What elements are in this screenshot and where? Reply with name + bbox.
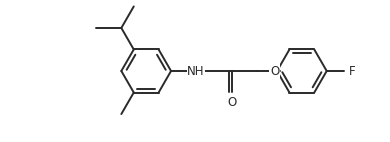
- Text: F: F: [349, 64, 355, 78]
- Text: NH: NH: [187, 65, 205, 78]
- Text: O: O: [228, 96, 237, 109]
- Text: O: O: [270, 64, 279, 78]
